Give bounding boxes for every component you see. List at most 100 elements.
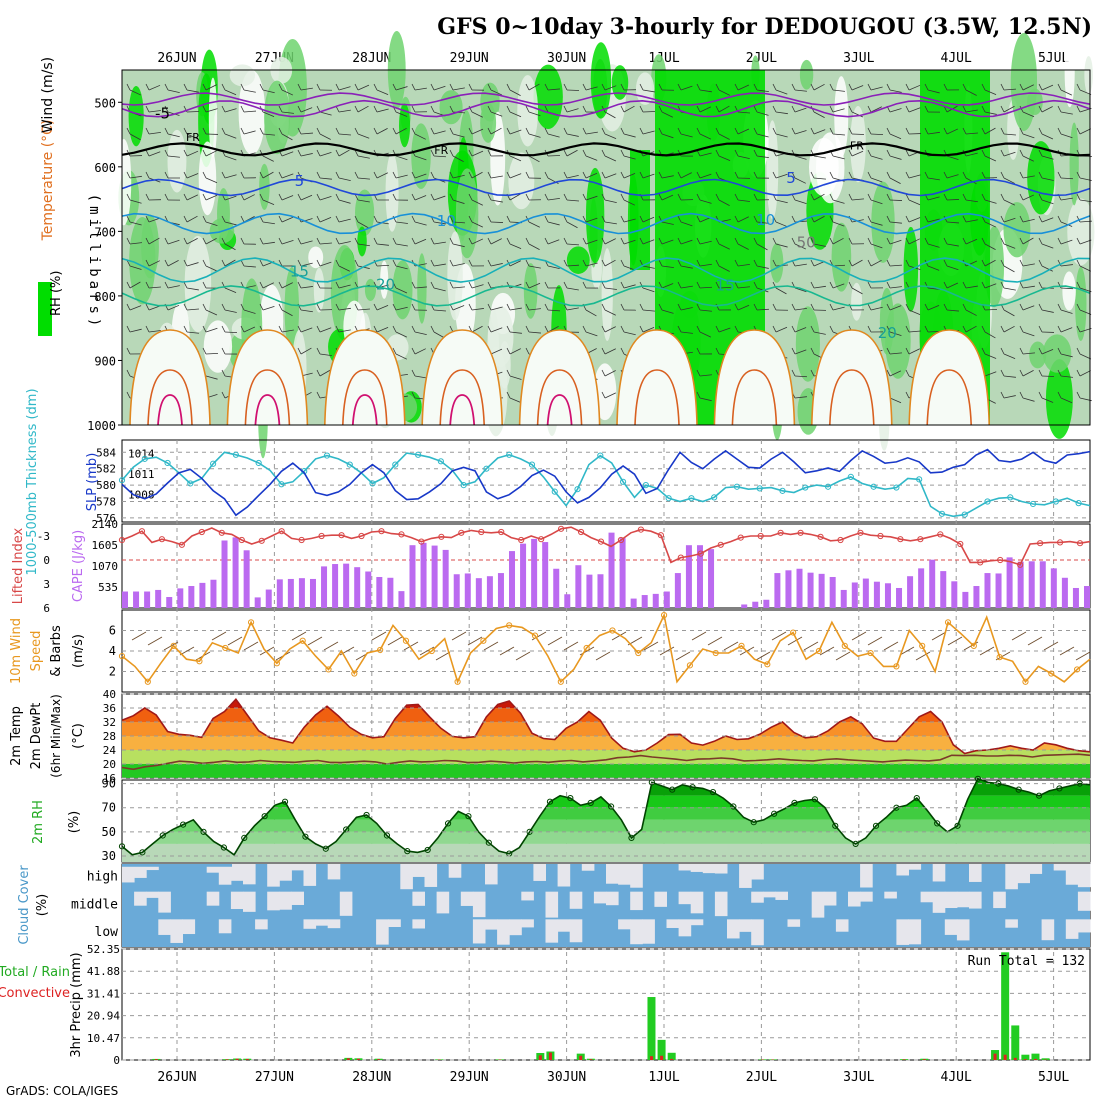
lifted-index-line-point [318, 532, 325, 540]
wind-barb-tick [335, 303, 340, 311]
wind-barb-tick [221, 83, 226, 91]
wind-barb-tick [924, 83, 929, 91]
surface-wind-barb [819, 646, 835, 656]
lifted-index-line-point [737, 534, 744, 541]
wind-barb-tick [202, 325, 207, 333]
cloud-clear-gap [279, 891, 292, 910]
wind-barb [604, 348, 616, 355]
cloud-clear-gap [170, 919, 183, 943]
wind-barb [680, 239, 693, 245]
wind-barb-tick [582, 193, 587, 201]
cloud-clear-gap [727, 919, 740, 939]
wind-barb-tick [221, 391, 226, 399]
wind-barb-tick [677, 83, 682, 91]
cloud-clear-gap [811, 891, 825, 918]
wind-barb [167, 89, 180, 94]
surface-wind-barb [291, 631, 307, 641]
wind-barb [281, 111, 294, 114]
wind-barb-tick [810, 127, 815, 135]
rh-line-point [832, 822, 839, 829]
wind-barb [224, 243, 236, 251]
credit-label: GrADS: COLA/IGES [6, 1084, 118, 1098]
wind-barb [357, 177, 370, 180]
wind-barb [528, 155, 540, 163]
wind-barb [452, 155, 464, 162]
wind-barb-tick [145, 325, 150, 333]
wind-barb-tick [544, 325, 549, 333]
wind-barb-tick [981, 259, 986, 267]
lifted-index-line-point [897, 536, 904, 543]
lifted-index-line-point [238, 536, 245, 544]
wind-barb-tick [734, 325, 739, 333]
wind-barb [433, 331, 445, 339]
date-label-top: 29JUN [450, 51, 489, 66]
wind-barb [129, 89, 142, 96]
surface-wind-barb [323, 641, 339, 651]
wind-barb-tick [1038, 259, 1043, 267]
wind-barb [338, 265, 350, 272]
wind-barb-tick [487, 171, 492, 179]
cape-bar [520, 543, 527, 608]
wind-barb-tick [905, 303, 910, 311]
wind-barb [148, 217, 161, 223]
wind-barb-tick [544, 193, 549, 201]
rh-blob [167, 129, 187, 193]
wind-barb [566, 243, 579, 246]
cape-bar [873, 581, 880, 608]
wind-barb-tick [506, 105, 511, 113]
wind-barb-tick [297, 127, 302, 135]
cloud-clear-gap [690, 864, 704, 872]
cloud-clear-gap [1005, 919, 1018, 928]
cloud-clear-gap [569, 891, 583, 909]
wind-barb [1060, 327, 1073, 333]
wind-barb-tick [164, 171, 169, 179]
thickness-line-point [506, 451, 513, 458]
lifted-index-line-point [358, 532, 365, 540]
wind-barb-tick [392, 259, 397, 267]
wind-barb [1022, 237, 1034, 245]
precip-convective-label: Convective [0, 986, 70, 1001]
wind-barb [1022, 194, 1035, 201]
cape-bar [365, 571, 372, 608]
wind-barb-tick [278, 237, 283, 245]
slp-tick-label: 1014 [128, 448, 155, 461]
lifted-index-line-point [697, 550, 704, 557]
wind-barb [547, 133, 560, 138]
cloud-clear-gap [279, 864, 292, 881]
wind-barb [908, 174, 921, 179]
wind-barb-tick [316, 105, 321, 113]
rh-line-point [118, 843, 126, 850]
wind-barb-tick [620, 105, 625, 113]
surface-wind-barb [211, 631, 227, 641]
cape-bar [741, 604, 748, 608]
wind-barb [357, 155, 370, 159]
wind-barb-tick [487, 193, 492, 201]
wind-barb-tick [316, 281, 321, 289]
wind-barb [281, 89, 294, 96]
cloud-clear-gap [267, 891, 280, 911]
wind-barb [718, 89, 730, 96]
wind-barb-tick [696, 325, 701, 333]
wind-barb [262, 221, 275, 225]
wind-barb-tick [734, 127, 739, 135]
date-label-bottom: 2JUL [746, 1070, 777, 1085]
wind-barb-tick [487, 127, 492, 135]
wind-barb-tick [468, 105, 473, 113]
thickness-line-point [893, 484, 900, 491]
wind-barb-tick [772, 303, 777, 311]
wind-barb [1022, 331, 1035, 337]
wind-barb [376, 264, 390, 267]
wind-barb [851, 85, 864, 91]
wind-barb-tick [506, 303, 511, 311]
wind-barb-tick [772, 215, 777, 223]
wind-barb-tick [1000, 369, 1005, 377]
cloud-clear-gap [1077, 891, 1091, 911]
wind-barb-tick [848, 259, 853, 267]
wind-barb-tick [1000, 83, 1005, 91]
wind-barb [775, 287, 787, 295]
wind-barb [224, 89, 237, 96]
wind-barb [642, 173, 655, 179]
wind-barb-tick [772, 325, 777, 333]
surface-wind-barb [611, 631, 627, 641]
